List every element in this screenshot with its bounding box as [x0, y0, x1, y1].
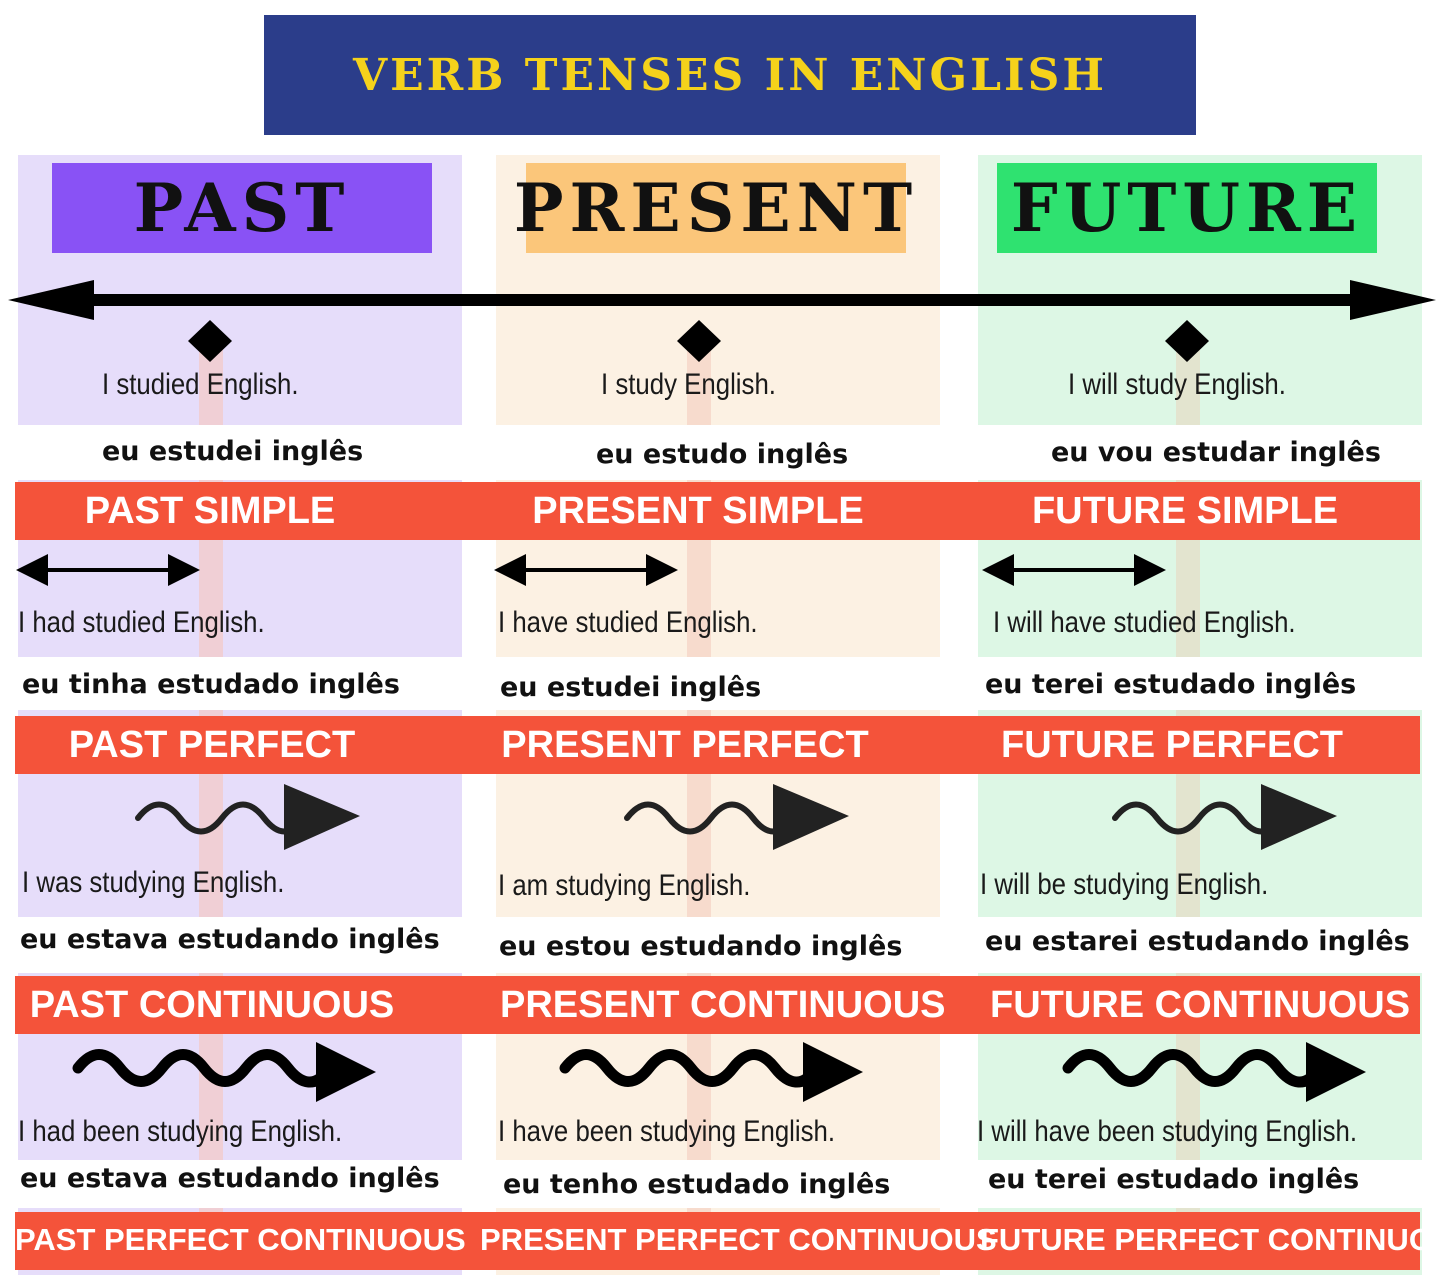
present-continuous-wave-icon — [624, 784, 849, 850]
present-perfect-label: PRESENT PERFECT — [501, 724, 869, 766]
future-perfect-continuous-translation: eu terei estudado inglês — [988, 1164, 1360, 1195]
page-title: VERB TENSES IN ENGLISH — [353, 49, 1107, 101]
future-continuous-label: FUTURE CONTINUOUS — [990, 984, 1411, 1026]
future-header: FUTURE — [997, 163, 1377, 253]
present-perfect-continuous-label: PRESENT PERFECT CONTINUOUS — [480, 1222, 997, 1257]
present-perfect-example: I have studied English. — [498, 606, 758, 639]
future-perfect-translation: eu terei estudado inglês — [985, 669, 1357, 700]
timeline — [8, 280, 1436, 362]
tense-bar-perfect-continuous — [15, 1212, 1420, 1270]
past-perfect-arrow-icon — [16, 554, 200, 586]
future-perfect-continuous-label: FUTURE PERFECT CONTINUOUS — [980, 1222, 1440, 1257]
title-banner: VERB TENSES IN ENGLISH — [264, 15, 1196, 135]
present-continuous-label: PRESENT CONTINUOUS — [500, 984, 946, 1026]
future-perfect-continuous-wave-icon — [1062, 1042, 1366, 1102]
past-perfect-label: PAST PERFECT — [68, 724, 356, 766]
translation-band-4 — [0, 1160, 1440, 1208]
past-column-background — [18, 155, 462, 1275]
past-continuous-translation: eu estava estudando inglês — [20, 924, 440, 955]
future-continuous-wave-icon — [1112, 784, 1337, 850]
present-simple-label: PRESENT SIMPLE — [532, 490, 864, 532]
past-header: PAST — [52, 163, 432, 253]
past-perfect-continuous-label: PAST PERFECT CONTINUOUS — [15, 1222, 466, 1257]
present-marker-icon — [677, 320, 721, 362]
future-continuous-example: I will be studying English. — [980, 868, 1269, 901]
future-marker-icon — [1165, 320, 1209, 362]
timeline-shaft — [60, 294, 1380, 306]
present-header-label: PRESENT — [513, 169, 919, 247]
translation-band-2 — [0, 657, 1440, 710]
timeline-right-arrow-icon — [1350, 280, 1436, 320]
present-perfect-continuous-example: I have been studying English. — [498, 1115, 836, 1148]
translation-band-3 — [0, 917, 1440, 973]
timeline-left-arrow-icon — [8, 280, 94, 320]
past-perfect-continuous-translation: eu estava estudando inglês — [20, 1163, 440, 1194]
translation-band-1 — [0, 425, 1440, 480]
future-perfect-continuous-example: I will have been studying English. — [977, 1115, 1358, 1148]
future-header-label: FUTURE — [1010, 169, 1364, 247]
future-simple-translation: eu vou estudar inglês — [1051, 437, 1381, 468]
future-perfect-label: FUTURE PERFECT — [1001, 724, 1343, 766]
tense-bar-simple — [15, 482, 1420, 540]
tense-bar-perfect — [15, 716, 1420, 774]
present-perfect-translation: eu estudei inglês — [500, 672, 762, 703]
future-simple-label: FUTURE SIMPLE — [1031, 490, 1339, 532]
past-perfect-continuous-wave-icon — [72, 1042, 376, 1102]
past-marker-icon — [188, 320, 232, 362]
past-continuous-wave-icon — [135, 784, 360, 850]
present-perfect-continuous-translation: eu tenho estudado inglês — [503, 1169, 891, 1200]
present-perfect-continuous-wave-icon — [559, 1042, 863, 1102]
past-continuous-label: PAST CONTINUOUS — [29, 984, 395, 1026]
present-continuous-translation: eu estou estudando inglês — [499, 931, 903, 962]
past-perfect-continuous-example: I had been studying English. — [18, 1115, 343, 1148]
past-perfect-translation: eu tinha estudado inglês — [22, 669, 400, 700]
present-perfect-arrow-icon — [494, 554, 678, 586]
past-perfect-example: I had studied English. — [18, 606, 265, 639]
present-simple-translation: eu estudo inglês — [596, 439, 849, 470]
present-header: PRESENT — [514, 163, 912, 253]
past-simple-example: I studied English. — [102, 368, 299, 401]
present-continuous-example: I am studying English. — [498, 869, 751, 902]
future-continuous-translation: eu estarei estudando inglês — [985, 926, 1410, 957]
past-simple-translation: eu estudei inglês — [102, 436, 364, 467]
past-continuous-example: I was studying English. — [22, 866, 285, 899]
future-perfect-arrow-icon — [982, 554, 1166, 586]
tense-bar-continuous — [15, 976, 1420, 1034]
past-simple-label: PAST SIMPLE — [84, 490, 336, 532]
past-header-label: PAST — [133, 169, 351, 247]
future-simple-example: I will study English. — [1068, 368, 1286, 401]
present-simple-example: I study English. — [601, 368, 776, 401]
future-perfect-example: I will have studied English. — [993, 606, 1296, 639]
